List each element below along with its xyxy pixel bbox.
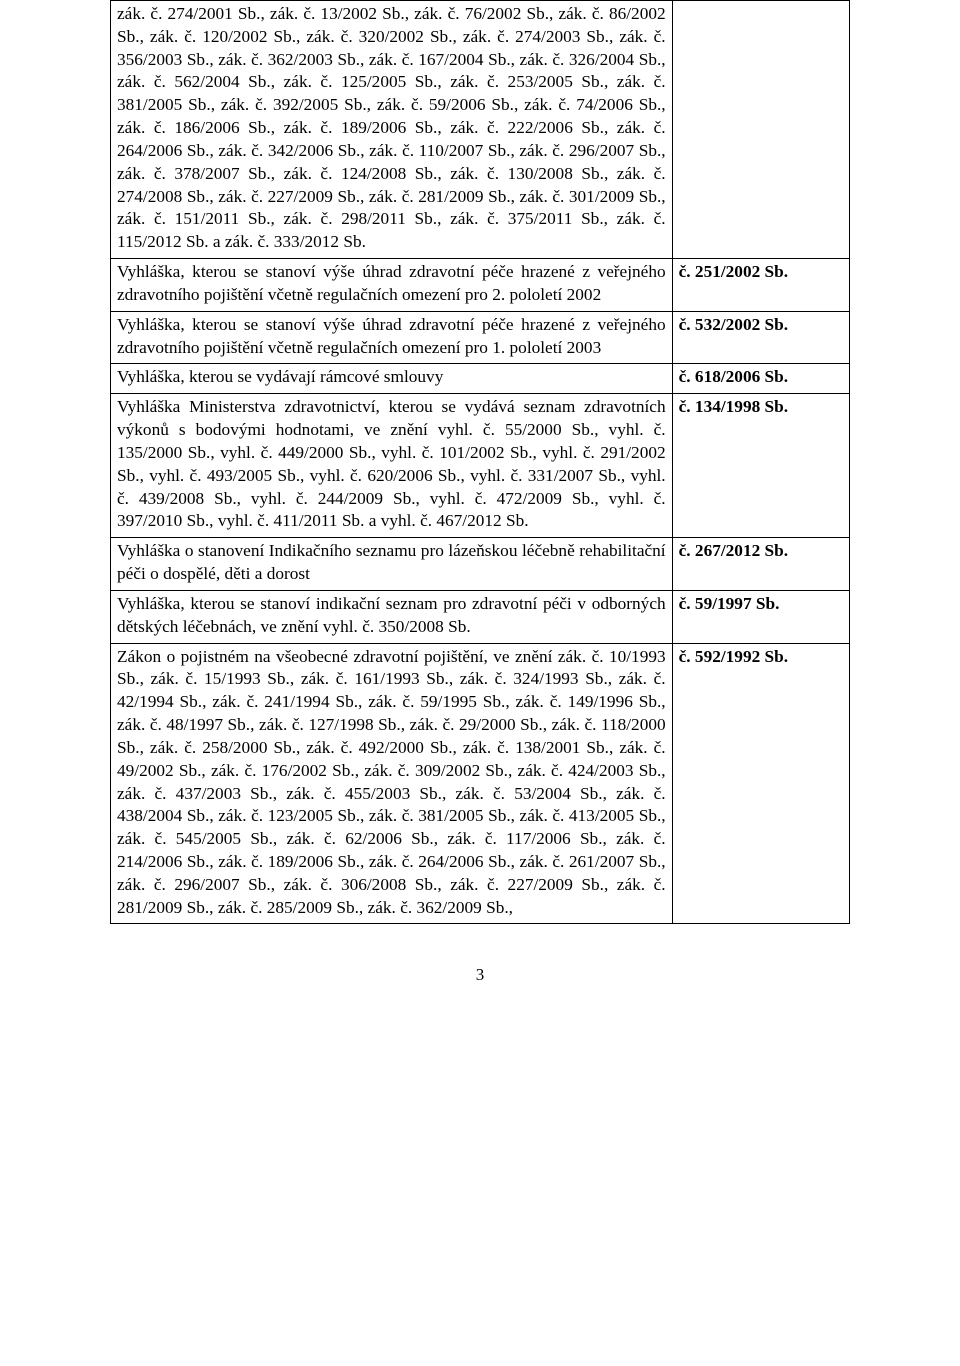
cell-reference bbox=[672, 1, 849, 259]
cell-reference: č. 618/2006 Sb. bbox=[672, 364, 849, 394]
table-body: zák. č. 274/2001 Sb., zák. č. 13/2002 Sb… bbox=[111, 1, 850, 924]
cell-description: Vyhláška, kterou se stanoví indikační se… bbox=[111, 590, 673, 643]
cell-reference: č. 267/2012 Sb. bbox=[672, 538, 849, 591]
table-row: Vyhláška, kterou se stanoví indikační se… bbox=[111, 590, 850, 643]
cell-reference: č. 134/1998 Sb. bbox=[672, 394, 849, 538]
cell-description: Vyhláška, kterou se vydávají rámcové sml… bbox=[111, 364, 673, 394]
cell-description: Vyhláška o stanovení Indikačního seznamu… bbox=[111, 538, 673, 591]
table-row: zák. č. 274/2001 Sb., zák. č. 13/2002 Sb… bbox=[111, 1, 850, 259]
table-row: Zákon o pojistném na všeobecné zdravotní… bbox=[111, 643, 850, 924]
cell-description: zák. č. 274/2001 Sb., zák. č. 13/2002 Sb… bbox=[111, 1, 673, 259]
cell-reference: č. 592/1992 Sb. bbox=[672, 643, 849, 924]
cell-description: Vyhláška Ministerstva zdravotnictví, kte… bbox=[111, 394, 673, 538]
table-row: Vyhláška, kterou se stanoví výše úhrad z… bbox=[111, 311, 850, 364]
cell-reference: č. 532/2002 Sb. bbox=[672, 311, 849, 364]
cell-description: Vyhláška, kterou se stanoví výše úhrad z… bbox=[111, 259, 673, 312]
cell-description: Zákon o pojistném na všeobecné zdravotní… bbox=[111, 643, 673, 924]
regulations-table: zák. č. 274/2001 Sb., zák. č. 13/2002 Sb… bbox=[110, 0, 850, 924]
page-number: 3 bbox=[110, 964, 850, 986]
document-page: zák. č. 274/2001 Sb., zák. č. 13/2002 Sb… bbox=[0, 0, 960, 1047]
cell-reference: č. 59/1997 Sb. bbox=[672, 590, 849, 643]
table-row: Vyhláška o stanovení Indikačního seznamu… bbox=[111, 538, 850, 591]
cell-reference: č. 251/2002 Sb. bbox=[672, 259, 849, 312]
table-row: Vyhláška, kterou se stanoví výše úhrad z… bbox=[111, 259, 850, 312]
table-row: Vyhláška Ministerstva zdravotnictví, kte… bbox=[111, 394, 850, 538]
cell-description: Vyhláška, kterou se stanoví výše úhrad z… bbox=[111, 311, 673, 364]
table-row: Vyhláška, kterou se vydávají rámcové sml… bbox=[111, 364, 850, 394]
